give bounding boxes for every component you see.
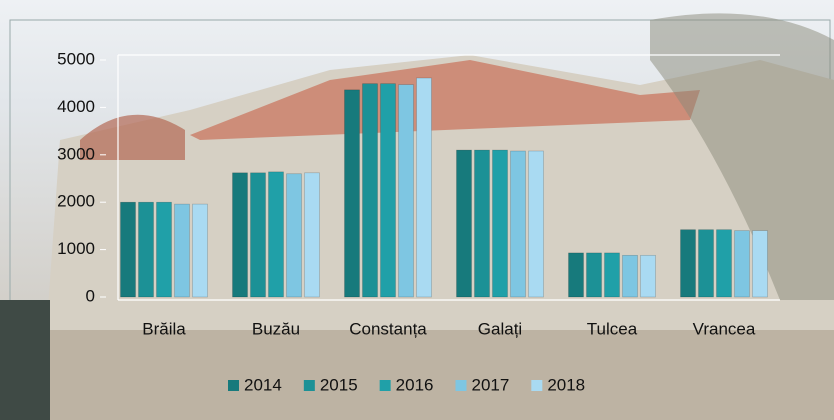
legend-label: 2018: [547, 375, 585, 394]
bar: [681, 230, 696, 297]
bar: [193, 204, 208, 297]
legend-label: 2017: [471, 375, 509, 394]
x-tick-label: Tulcea: [587, 319, 638, 338]
bar: [569, 253, 584, 297]
bar: [417, 78, 432, 297]
y-tick-label: 5000: [57, 49, 95, 68]
bar: [121, 202, 136, 297]
y-tick-label: 3000: [57, 144, 95, 163]
bar: [529, 151, 544, 297]
y-tick-label: 0: [86, 286, 95, 305]
bar: [753, 231, 768, 297]
legend-swatch: [455, 380, 466, 391]
y-tick-label: 4000: [57, 97, 95, 116]
bar: [233, 173, 248, 297]
bar: [345, 90, 360, 297]
bar: [475, 150, 490, 297]
bar: [381, 84, 396, 297]
legend-swatch: [304, 380, 315, 391]
legend-swatch: [380, 380, 391, 391]
bar: [399, 85, 414, 297]
legend-label: 2014: [244, 375, 282, 394]
bar: [287, 174, 302, 297]
bar: [493, 150, 508, 297]
bar: [717, 230, 732, 297]
legend-swatch: [531, 380, 542, 391]
bar: [623, 255, 638, 297]
bar: [457, 150, 472, 297]
x-tick-label: Vrancea: [693, 319, 756, 338]
x-tick-label: Galați: [478, 319, 522, 338]
bar: [305, 173, 320, 297]
x-tick-label: Buzău: [252, 319, 300, 338]
bar: [139, 202, 154, 297]
bar: [587, 253, 602, 297]
y-tick-label: 2000: [57, 192, 95, 211]
y-tick-label: 1000: [57, 239, 95, 258]
legend-swatch: [228, 380, 239, 391]
bar: [699, 230, 714, 297]
bar: [363, 84, 378, 297]
legend-label: 2016: [396, 375, 434, 394]
x-tick-label: Constanța: [349, 319, 427, 338]
chart: 0 1000 2000 3000 4000 5000 Brăila Buzău Constanț…: [0, 0, 834, 420]
bar: [605, 253, 620, 297]
bar: [269, 172, 284, 297]
bar: [157, 202, 172, 297]
bar: [735, 231, 750, 297]
x-tick-label: Brăila: [142, 319, 186, 338]
bar: [511, 151, 526, 297]
bar: [641, 255, 656, 297]
legend-label: 2015: [320, 375, 358, 394]
bar: [175, 204, 190, 297]
bar: [251, 173, 266, 297]
